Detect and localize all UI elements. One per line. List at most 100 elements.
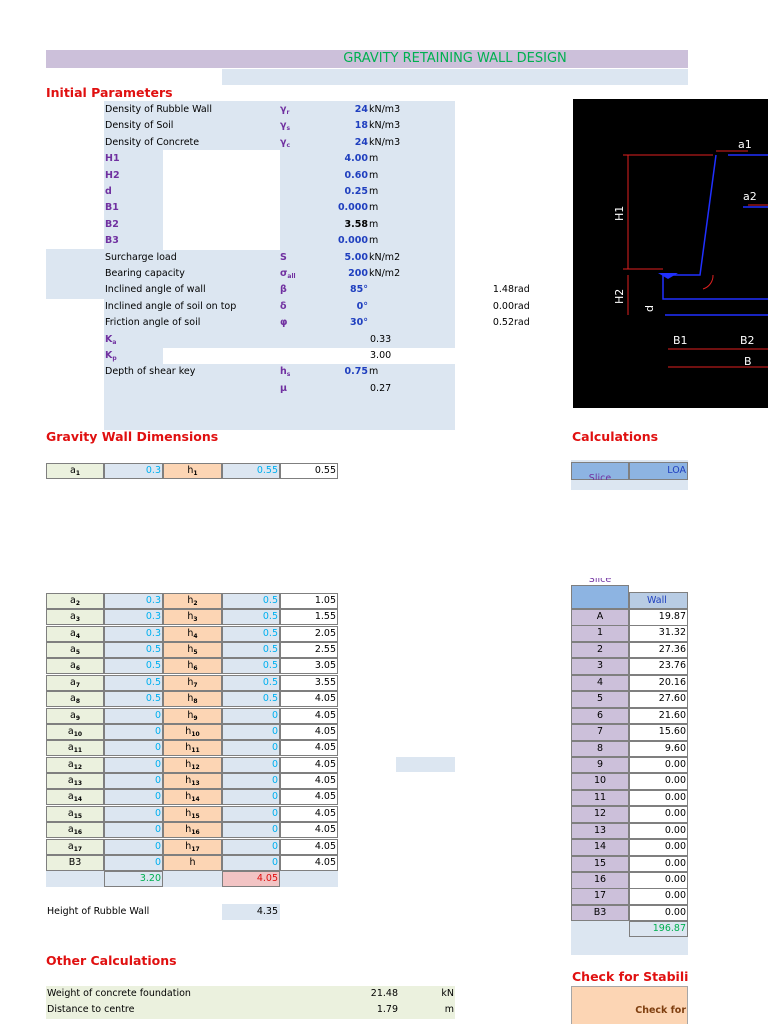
- col-header: LOA: [667, 465, 686, 476]
- param-value: 4.00: [300, 151, 370, 167]
- cell-bg: [280, 773, 338, 790]
- dim-h-label: h6: [163, 658, 222, 674]
- dim-h-label: h: [187, 627, 194, 639]
- dim-h-label: h15: [163, 806, 222, 822]
- dim-a-label: a: [69, 611, 76, 623]
- slice-label: 4: [571, 675, 629, 691]
- param-unit: m: [369, 169, 379, 181]
- slice-wall: 9.60: [664, 742, 686, 754]
- cell-bg: [46, 658, 104, 675]
- section-heading: Initial Parameters: [46, 85, 173, 100]
- dim-h-label: h: [163, 855, 222, 871]
- dim-total: 3.20: [139, 873, 161, 885]
- col-header: Wall: [647, 595, 667, 606]
- param-symbol: φ: [280, 317, 288, 329]
- slice-wall: 0.00: [664, 775, 686, 787]
- param-symbol: S: [280, 251, 287, 263]
- param-unit: kN/m3: [367, 135, 437, 151]
- cell-bg: [104, 838, 163, 855]
- dim-cumulative: 4.05: [280, 740, 338, 756]
- subscript: 9: [193, 714, 198, 722]
- param-label: Kp: [103, 348, 278, 364]
- dim-h-value: 0: [271, 840, 278, 852]
- cell-bg: [280, 740, 338, 757]
- cell-bg: [163, 822, 222, 839]
- cell-bg: [571, 625, 629, 642]
- param-value: 0.75: [300, 364, 370, 380]
- dim-h-label: h: [187, 709, 194, 721]
- param-value: 5.00: [300, 250, 370, 266]
- param-unit: kN/m2: [369, 251, 401, 263]
- dim-h-value: 0: [222, 724, 280, 740]
- dim-total: 4.05: [256, 873, 278, 885]
- subscript: 8: [193, 698, 198, 706]
- dim-cumulative: 4.05: [314, 758, 336, 770]
- dim-cumulative: 4.05: [280, 724, 338, 740]
- dim-cumulative: 4.05: [314, 791, 336, 803]
- dim-cumulative: 4.05: [280, 757, 338, 773]
- slice-wall: 0.00: [664, 824, 686, 836]
- slice-wall: 23.76: [658, 660, 686, 672]
- cell-bg: [571, 855, 629, 873]
- dim-a-value: 0.5: [104, 658, 163, 674]
- title: GRAVITY RETAINING WALL DESIGN: [343, 51, 567, 66]
- cell-bg: [629, 740, 688, 758]
- slice-label: 6: [571, 708, 629, 724]
- slice-wall: 0.00: [629, 856, 688, 872]
- cell-bg: [163, 593, 222, 609]
- dim-cumulative: 4.05: [314, 824, 336, 836]
- dim-h-label: h2: [163, 593, 222, 609]
- slice-wall: 0.00: [629, 790, 688, 806]
- cell-bg: [629, 625, 688, 642]
- dim-h-value: 0: [271, 775, 278, 787]
- slice-label: 2: [596, 643, 604, 655]
- cell-bg: [222, 789, 280, 806]
- cell-bg: [629, 462, 688, 480]
- param-label: Friction angle of soil: [103, 315, 278, 331]
- dim-cumulative: 4.05: [280, 822, 338, 838]
- cell-bg: [222, 642, 280, 659]
- dim-a-label: a: [69, 676, 76, 688]
- dim-a-value: 0: [154, 807, 161, 819]
- param-unit: kN/m3: [369, 104, 401, 115]
- dim-cumulative: 4.05: [280, 708, 338, 724]
- col-header: Slice: [588, 473, 612, 480]
- param-rad: 1.48: [492, 284, 514, 296]
- subscript: 7: [193, 681, 198, 689]
- col-header: Slice: [588, 578, 612, 585]
- cell-bg: [280, 854, 338, 871]
- dim-cumulative: 4.05: [280, 806, 338, 822]
- param-label: B3: [105, 235, 119, 247]
- param-symbol: hs: [278, 364, 338, 380]
- dim-h-label: h7: [163, 675, 222, 691]
- cell-bg: [571, 888, 629, 905]
- section-heading: Other Calculations: [44, 952, 294, 970]
- slice-label: 8: [596, 742, 604, 754]
- dim-h-label: h: [185, 791, 192, 803]
- dim-cumulative: 1.05: [314, 595, 336, 606]
- slice-wall: 15.60: [658, 726, 686, 738]
- dim-a-label: a: [69, 595, 76, 606]
- subscript: 5: [75, 649, 80, 657]
- param-value: 3.00: [368, 348, 428, 364]
- cell-bg: [629, 724, 688, 741]
- subscript: 2: [75, 600, 80, 607]
- cell-bg: [163, 707, 222, 724]
- subscript: 16: [73, 829, 83, 837]
- dim-h-value: 0.5: [262, 644, 278, 656]
- dim-a-label: a: [67, 840, 74, 852]
- param-label: B2: [103, 217, 278, 233]
- param-symbol: δ: [278, 299, 338, 315]
- param-unit: m: [367, 217, 437, 233]
- param-symbol: γ: [280, 120, 287, 132]
- param-value: 18: [300, 118, 370, 134]
- param-value: 24: [300, 102, 370, 118]
- dim-cumulative: 2.05: [314, 627, 336, 639]
- dim-a-value: 0: [104, 740, 163, 756]
- subscript: 4: [75, 632, 80, 640]
- dim-a-label: a17: [46, 839, 104, 855]
- cell-bg: [222, 740, 280, 757]
- param-unit: m: [369, 218, 379, 230]
- cell-bg: [104, 854, 163, 871]
- cell-bg: [571, 806, 629, 823]
